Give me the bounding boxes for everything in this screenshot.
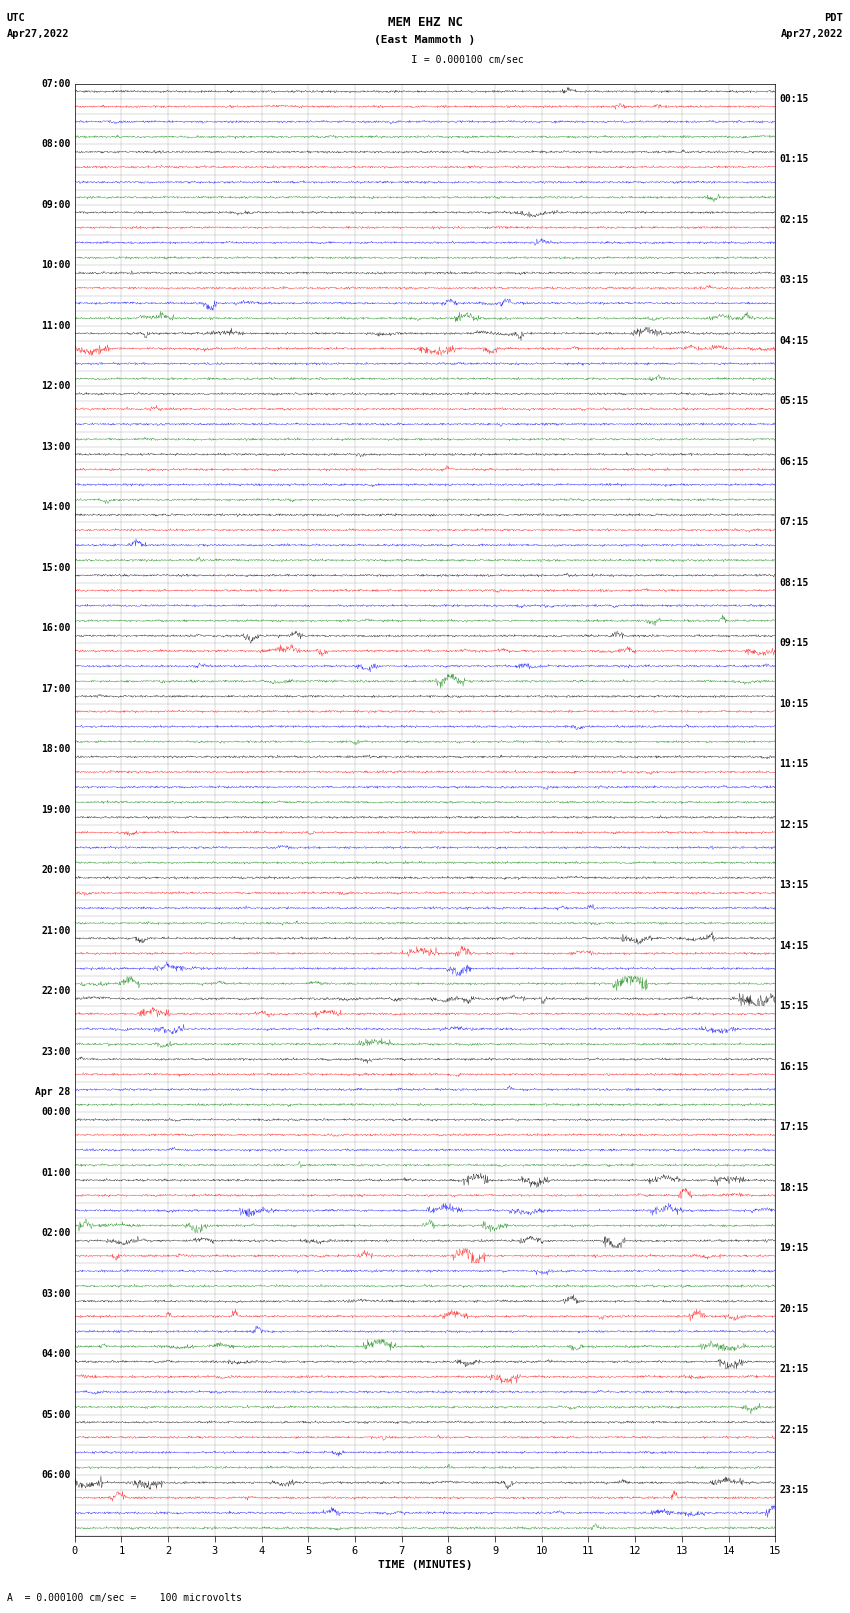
Text: 06:15: 06:15 (779, 456, 809, 466)
Text: 20:15: 20:15 (779, 1303, 809, 1313)
Text: 10:15: 10:15 (779, 698, 809, 708)
Text: 17:00: 17:00 (41, 684, 71, 694)
X-axis label: TIME (MINUTES): TIME (MINUTES) (377, 1560, 473, 1569)
Text: 15:00: 15:00 (41, 563, 71, 573)
Text: 11:15: 11:15 (779, 760, 809, 769)
Text: I: I (411, 55, 418, 65)
Text: Apr 28: Apr 28 (36, 1087, 71, 1097)
Text: 21:00: 21:00 (41, 926, 71, 936)
Text: 19:00: 19:00 (41, 805, 71, 815)
Text: 02:00: 02:00 (41, 1227, 71, 1239)
Text: 09:15: 09:15 (779, 639, 809, 648)
Text: 03:00: 03:00 (41, 1289, 71, 1298)
Text: 02:15: 02:15 (779, 215, 809, 224)
Text: 16:15: 16:15 (779, 1061, 809, 1071)
Text: 14:15: 14:15 (779, 940, 809, 950)
Text: Apr27,2022: Apr27,2022 (780, 29, 843, 39)
Text: 00:15: 00:15 (779, 94, 809, 103)
Text: 12:15: 12:15 (779, 819, 809, 829)
Text: MEM EHZ NC: MEM EHZ NC (388, 16, 462, 29)
Text: 22:15: 22:15 (779, 1424, 809, 1434)
Text: 15:15: 15:15 (779, 1002, 809, 1011)
Text: 14:00: 14:00 (41, 502, 71, 513)
Text: A  = 0.000100 cm/sec =    100 microvolts: A = 0.000100 cm/sec = 100 microvolts (7, 1594, 241, 1603)
Text: 16:00: 16:00 (41, 623, 71, 634)
Text: 09:00: 09:00 (41, 200, 71, 210)
Text: 05:15: 05:15 (779, 397, 809, 406)
Text: = 0.000100 cm/sec: = 0.000100 cm/sec (418, 55, 524, 65)
Text: 01:00: 01:00 (41, 1168, 71, 1177)
Text: 05:00: 05:00 (41, 1410, 71, 1419)
Text: 23:00: 23:00 (41, 1047, 71, 1057)
Text: PDT: PDT (824, 13, 843, 23)
Text: 18:00: 18:00 (41, 744, 71, 755)
Text: 20:00: 20:00 (41, 865, 71, 876)
Text: (East Mammoth ): (East Mammoth ) (374, 35, 476, 45)
Text: 10:00: 10:00 (41, 260, 71, 271)
Text: 23:15: 23:15 (779, 1486, 809, 1495)
Text: 22:00: 22:00 (41, 986, 71, 997)
Text: 08:15: 08:15 (779, 577, 809, 587)
Text: 21:15: 21:15 (779, 1365, 809, 1374)
Text: 13:15: 13:15 (779, 881, 809, 890)
Text: UTC: UTC (7, 13, 26, 23)
Text: 18:15: 18:15 (779, 1182, 809, 1192)
Text: 08:00: 08:00 (41, 139, 71, 150)
Text: 03:15: 03:15 (779, 276, 809, 286)
Text: 04:15: 04:15 (779, 336, 809, 345)
Text: Apr27,2022: Apr27,2022 (7, 29, 70, 39)
Text: 13:00: 13:00 (41, 442, 71, 452)
Text: 04:00: 04:00 (41, 1348, 71, 1360)
Text: 06:00: 06:00 (41, 1469, 71, 1481)
Text: 19:15: 19:15 (779, 1244, 809, 1253)
Text: 11:00: 11:00 (41, 321, 71, 331)
Text: 07:15: 07:15 (779, 518, 809, 527)
Text: 07:00: 07:00 (41, 79, 71, 89)
Text: 12:00: 12:00 (41, 381, 71, 392)
Text: 00:00: 00:00 (41, 1107, 71, 1118)
Text: 17:15: 17:15 (779, 1123, 809, 1132)
Text: 01:15: 01:15 (779, 155, 809, 165)
